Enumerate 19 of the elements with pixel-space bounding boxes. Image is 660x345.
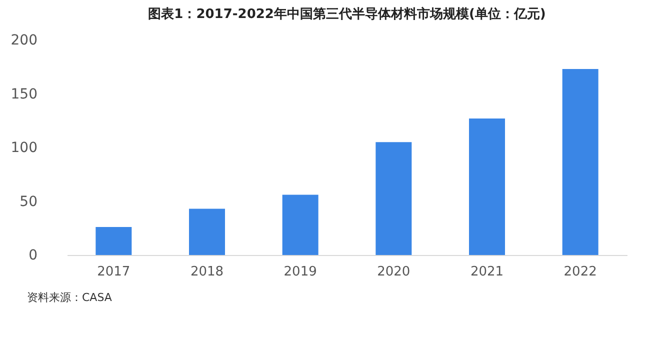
y-tick-label: 0: [28, 248, 38, 264]
bar: [189, 208, 225, 255]
bar: [562, 69, 598, 255]
y-tick-label: 50: [20, 194, 38, 210]
chart-title: 图表1：2017-2022年中国第三代半导体材料市场规模(单位：亿元): [148, 6, 546, 22]
bar: [469, 118, 505, 255]
x-tick-label: 2018: [190, 264, 224, 280]
x-tick-label: 2022: [564, 264, 597, 280]
y-tick-label: 200: [10, 32, 38, 48]
bar: [282, 194, 318, 255]
bar: [376, 142, 412, 255]
bar: [96, 227, 132, 255]
y-tick-label: 150: [10, 86, 38, 102]
y-tick-label: 100: [10, 140, 38, 156]
x-tick-label: 2021: [470, 264, 504, 280]
x-tick-label: 2020: [377, 264, 410, 280]
x-tick-label: 2019: [284, 264, 317, 280]
x-tick-label: 2017: [97, 264, 130, 280]
text: 资料来源：CASA: [27, 291, 112, 304]
